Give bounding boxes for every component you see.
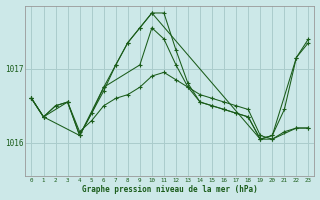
X-axis label: Graphe pression niveau de la mer (hPa): Graphe pression niveau de la mer (hPa) bbox=[82, 185, 258, 194]
